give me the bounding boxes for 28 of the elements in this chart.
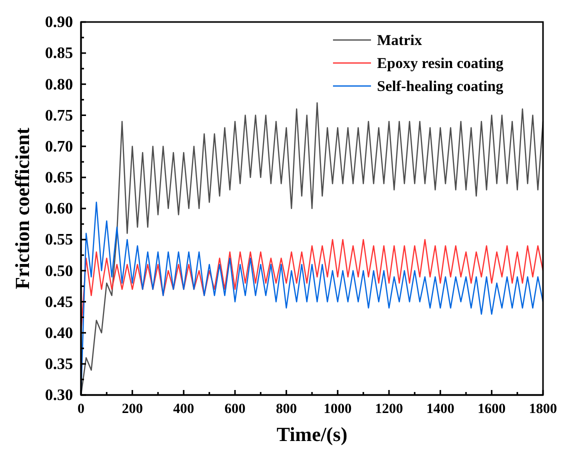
- x-tick-label: 1800: [529, 402, 557, 417]
- legend-label: Self-healing coating: [377, 79, 504, 95]
- y-axis-title: Friction coefficient: [12, 127, 34, 290]
- y-tick-label: 0.90: [45, 14, 73, 32]
- x-tick-label: 200: [122, 402, 143, 417]
- x-tick-label: 1200: [375, 402, 403, 417]
- y-tick-label: 0.75: [45, 107, 73, 124]
- legend-label: Epoxy resin coating: [377, 56, 504, 72]
- y-tick-label: 0.85: [45, 45, 73, 62]
- x-tick-label: 1000: [324, 402, 352, 417]
- y-tick-label: 0.50: [45, 262, 73, 280]
- y-tick-label: 0.30: [45, 387, 73, 404]
- y-tick-label: 0.80: [45, 76, 73, 94]
- y-tick-label: 0.70: [45, 138, 73, 156]
- x-tick-label: 1600: [478, 402, 506, 417]
- x-tick-label: 0: [78, 402, 84, 417]
- y-tick-label: 0.65: [45, 170, 73, 187]
- y-tick-label: 0.60: [45, 200, 73, 218]
- x-tick-label: 1400: [426, 402, 454, 417]
- x-tick-label: 400: [173, 402, 194, 417]
- x-tick-label: 800: [276, 402, 297, 417]
- y-tick-label: 0.35: [45, 356, 73, 374]
- x-tick-label: 600: [224, 402, 246, 417]
- y-tick-label: 0.55: [45, 232, 73, 249]
- y-tick-label: 0.40: [45, 324, 73, 342]
- x-axis-title: Time/(s): [276, 424, 348, 446]
- y-tick-label: 0.45: [45, 294, 73, 311]
- legend-label: Matrix: [377, 33, 422, 49]
